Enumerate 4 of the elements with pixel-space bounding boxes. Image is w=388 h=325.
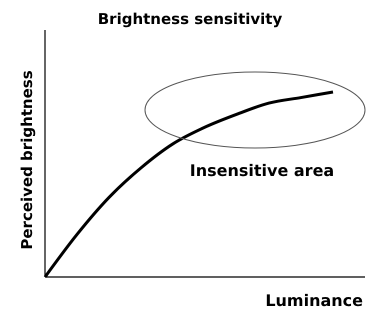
- y-axis-title: Perceived brightness: [18, 70, 36, 250]
- annotation: Insensitive area: [190, 161, 334, 180]
- chart-title: Brightness sensitivity: [98, 10, 282, 28]
- x-axis-title: Luminance: [265, 291, 364, 310]
